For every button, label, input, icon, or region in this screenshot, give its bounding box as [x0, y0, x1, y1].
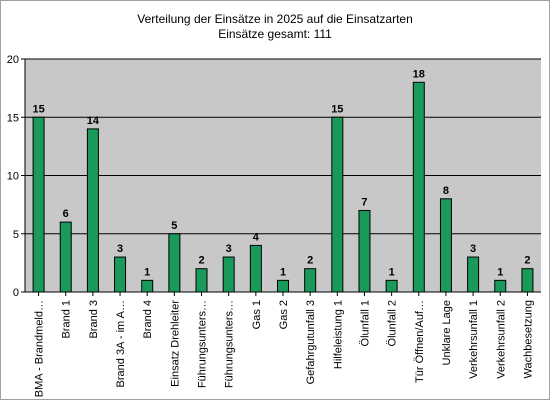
data-label: 1	[144, 266, 150, 278]
x-tick-label: Brand 4	[142, 300, 154, 339]
bar	[277, 279, 289, 293]
bar	[467, 256, 480, 293]
bar	[358, 209, 371, 293]
bar	[86, 128, 99, 293]
y-tick-label: 15	[7, 112, 19, 124]
data-label: 1	[389, 266, 395, 278]
bar	[439, 198, 452, 293]
bar	[494, 279, 507, 293]
bar	[222, 256, 235, 293]
x-tick-label: Führungsunters…	[197, 300, 209, 388]
x-tick-label: Gas 2	[278, 300, 290, 329]
x-tick-label: Tür Öffnen/Auf…	[414, 300, 426, 383]
x-tick-label: Hilfeleistung 1	[332, 300, 344, 369]
data-label: 5	[171, 220, 177, 232]
data-label: 4	[253, 231, 260, 243]
bar	[141, 279, 154, 293]
data-label: 3	[226, 243, 232, 255]
x-tick-label: Ölunfall 1	[359, 300, 371, 346]
data-label: 7	[361, 196, 367, 208]
bar	[304, 268, 317, 293]
data-label: 15	[331, 103, 343, 115]
bar	[249, 244, 262, 293]
bar	[412, 81, 425, 293]
data-label: 6	[63, 208, 69, 220]
chart-title: Verteilung der Einsätze in 2025 auf die …	[137, 12, 413, 26]
x-tick-label: Gas 1	[251, 300, 263, 329]
y-tick-label: 10	[7, 171, 19, 183]
x-tick-label: Brand 3	[88, 300, 100, 339]
data-label: 8	[443, 185, 449, 197]
data-label: 2	[524, 255, 530, 267]
x-tick-label: Verkehrsunfall 2	[495, 300, 507, 379]
data-label: 15	[32, 103, 44, 115]
bar	[331, 116, 344, 293]
bar	[385, 279, 398, 293]
data-label: 1	[497, 266, 503, 278]
bar	[32, 116, 45, 293]
x-axis-labels: BMA - Brandmeld… Brand 1 Brand 3 Brand 3A -…	[34, 292, 534, 397]
x-tick-label: Brand 1	[61, 300, 73, 339]
data-label: 3	[117, 243, 123, 255]
x-tick-label: Unklare Lage	[441, 300, 453, 365]
x-tick-label: Gefahrgutunfall 3	[305, 300, 317, 384]
bar	[59, 221, 72, 293]
y-axis-ticks: 0 5 10 15 20	[7, 54, 25, 299]
data-label: 2	[198, 255, 204, 267]
y-tick-label: 0	[13, 287, 19, 299]
x-tick-label: Verkehrsunfall 1	[468, 300, 480, 379]
data-label: 1	[280, 266, 286, 278]
bar	[521, 268, 534, 293]
x-tick-label: Ölunfall 2	[387, 300, 399, 346]
x-tick-label: Brand 3A - im A…	[115, 300, 127, 387]
chart-subtitle: Einsätze gesamt: 111	[218, 27, 332, 41]
data-label: 14	[87, 115, 100, 127]
bars	[32, 81, 534, 293]
x-tick-label: Führungsunters…	[224, 300, 236, 388]
x-tick-label: Einsatz Drehleiter	[169, 300, 181, 387]
data-label: 2	[307, 255, 313, 267]
x-tick-label: Wachbesetzung	[522, 300, 534, 378]
bar	[195, 268, 208, 293]
bar	[168, 233, 181, 293]
y-tick-label: 20	[7, 54, 19, 66]
data-label: 18	[413, 68, 425, 80]
x-tick-label: BMA - Brandmeld…	[34, 300, 46, 397]
y-tick-label: 5	[13, 229, 19, 241]
data-label: 3	[470, 243, 476, 255]
bar	[114, 256, 127, 293]
